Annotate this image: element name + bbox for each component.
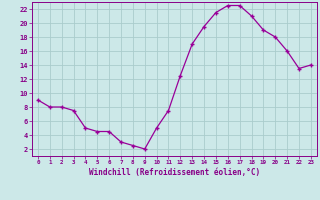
X-axis label: Windchill (Refroidissement éolien,°C): Windchill (Refroidissement éolien,°C) (89, 168, 260, 177)
